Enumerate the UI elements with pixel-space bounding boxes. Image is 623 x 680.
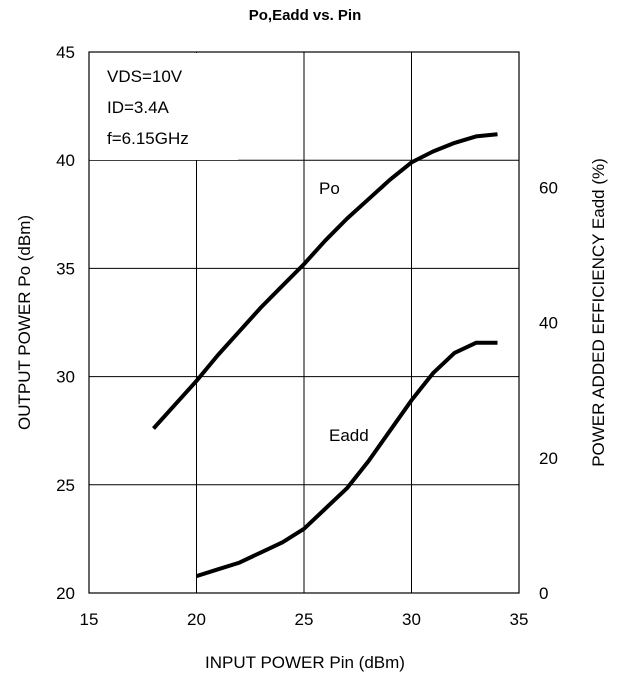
y-ticks: 20 25 30 35 40 45 — [56, 43, 75, 603]
y2-axis-label: POWER ADDED EFFICIENCY Eadd (%) — [589, 158, 608, 467]
chart-title: Po,Eadd vs. Pin — [249, 7, 362, 24]
conditions-box — [90, 53, 238, 160]
condition-frequency: f=6.15GHz — [107, 129, 189, 148]
y-tick-label: 20 — [56, 584, 75, 603]
y2-ticks: 0 20 40 60 — [539, 178, 558, 603]
y2-tick-label: 60 — [539, 178, 558, 197]
x-tick-label: 30 — [402, 610, 421, 629]
y2-tick-label: 20 — [539, 449, 558, 468]
condition-id: ID=3.4A — [107, 98, 170, 117]
y2-tick-label: 40 — [539, 314, 558, 333]
y-tick-label: 25 — [56, 476, 75, 495]
x-tick-label: 35 — [510, 610, 529, 629]
x-tick-label: 15 — [80, 610, 99, 629]
y-tick-label: 45 — [56, 43, 75, 62]
y2-tick-label: 0 — [539, 584, 548, 603]
x-tick-label: 20 — [187, 610, 206, 629]
series-line-eadd — [195, 340, 498, 579]
condition-vds: VDS=10V — [107, 67, 183, 86]
series-layer — [152, 132, 498, 579]
series-line-po — [152, 132, 498, 430]
plot-frame — [88, 51, 520, 594]
y-tick-label: 30 — [56, 368, 75, 387]
x-axis-label: INPUT POWER Pin (dBm) — [205, 653, 405, 672]
y-axis-label: OUTPUT POWER Po (dBm) — [15, 215, 34, 430]
y-tick-label: 35 — [56, 259, 75, 278]
x-tick-label: 25 — [295, 610, 314, 629]
x-ticks: 15 20 25 30 35 — [80, 610, 529, 629]
y-tick-label: 40 — [56, 151, 75, 170]
series-label-po: Po — [319, 179, 340, 198]
series-label-eadd: Eadd — [329, 426, 369, 445]
